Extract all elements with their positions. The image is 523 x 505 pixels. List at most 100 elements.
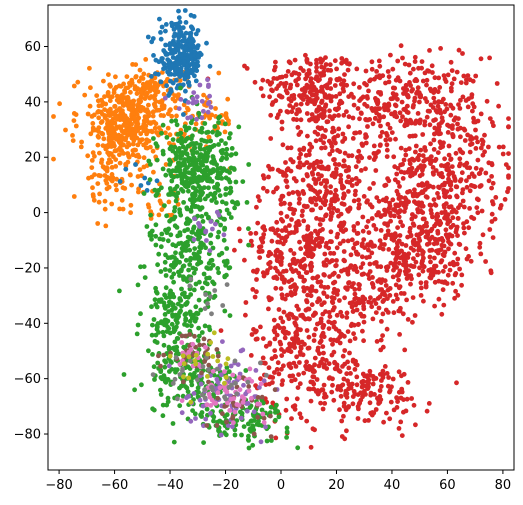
point <box>403 152 409 158</box>
point <box>309 365 315 371</box>
point <box>369 59 375 65</box>
point <box>235 362 241 367</box>
point <box>304 270 310 275</box>
point <box>294 82 300 88</box>
point <box>198 307 204 313</box>
point <box>446 168 452 174</box>
point <box>382 183 388 189</box>
point <box>427 86 433 92</box>
point <box>225 96 231 102</box>
point <box>478 111 484 117</box>
point <box>286 362 292 367</box>
point <box>192 204 198 210</box>
point <box>419 248 425 254</box>
point <box>416 272 422 278</box>
point <box>371 181 376 186</box>
point <box>295 125 301 130</box>
point <box>151 109 157 115</box>
point <box>346 404 352 409</box>
point <box>193 361 199 367</box>
point <box>200 392 205 398</box>
point <box>284 234 290 240</box>
point <box>341 112 347 118</box>
point <box>228 215 234 220</box>
point <box>103 223 109 229</box>
point <box>173 250 178 256</box>
point <box>109 201 115 207</box>
point <box>279 255 285 261</box>
point <box>447 194 453 200</box>
point <box>426 68 432 74</box>
point <box>383 80 388 86</box>
point <box>156 330 161 335</box>
point <box>417 173 423 179</box>
point <box>321 350 326 356</box>
point <box>180 25 186 31</box>
point <box>346 153 352 159</box>
point <box>423 222 429 228</box>
point <box>496 103 501 109</box>
y-tick-label: −80 <box>14 428 41 443</box>
point <box>193 78 199 84</box>
point <box>237 238 243 244</box>
point <box>258 439 264 445</box>
point <box>189 70 195 76</box>
point <box>142 175 148 181</box>
point <box>137 167 143 173</box>
point <box>201 138 207 144</box>
point <box>357 85 362 90</box>
point <box>323 394 329 400</box>
point <box>195 53 201 59</box>
point <box>178 97 184 102</box>
point <box>207 63 213 69</box>
point <box>394 171 400 177</box>
point <box>245 379 251 385</box>
point <box>241 382 246 388</box>
point <box>432 236 438 242</box>
point <box>182 167 188 173</box>
point <box>294 316 299 321</box>
point <box>197 397 203 403</box>
point <box>190 341 196 347</box>
point <box>380 311 386 317</box>
point <box>445 272 451 278</box>
point <box>325 284 331 290</box>
point <box>107 98 113 104</box>
point <box>366 230 372 236</box>
point <box>206 362 212 368</box>
point <box>396 389 402 395</box>
point <box>113 164 119 169</box>
point <box>506 151 511 157</box>
point <box>324 82 330 88</box>
point <box>475 157 481 163</box>
point <box>324 257 330 263</box>
point <box>160 166 166 172</box>
point <box>341 403 347 409</box>
point <box>354 307 360 313</box>
point <box>168 144 174 150</box>
point <box>433 168 439 173</box>
point <box>257 255 263 260</box>
point <box>124 144 130 150</box>
point <box>369 216 375 221</box>
point <box>274 367 280 372</box>
point <box>435 103 441 109</box>
point <box>378 337 384 343</box>
point <box>367 400 373 406</box>
point <box>280 218 286 224</box>
point <box>90 185 95 191</box>
point <box>191 391 197 396</box>
point <box>209 179 215 184</box>
point <box>179 398 185 403</box>
point <box>408 273 414 279</box>
point <box>176 31 182 37</box>
point <box>322 108 327 114</box>
point <box>357 282 362 288</box>
point <box>334 193 339 199</box>
point <box>156 353 161 359</box>
point <box>364 199 370 205</box>
point <box>317 351 322 356</box>
point <box>459 272 465 278</box>
point <box>401 371 407 377</box>
